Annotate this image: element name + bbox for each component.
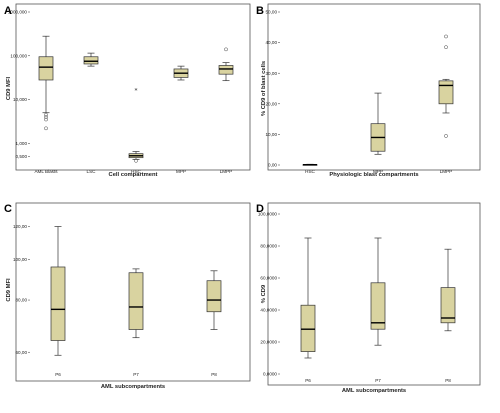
y-tick-label: 40,00 (266, 40, 278, 45)
outlier-point (44, 115, 48, 119)
y-tick-label: 50,00 (266, 10, 278, 15)
box-mpp: MPP (370, 92, 386, 174)
box-hsc: HSC (302, 163, 318, 174)
y-tick-label: 20,0000 (260, 340, 277, 345)
outlier-point (44, 126, 48, 131)
box-p7: P7 (128, 268, 144, 377)
panel-letter: C (4, 203, 12, 215)
box-aml-blasts: AML Blasts (34, 35, 58, 174)
y-tick-label: 120,00 (13, 224, 27, 229)
panel-c: C 120,00 100,00 80,00 60,00 CD9 MFI AML subcom… (4, 202, 251, 390)
x-tick-label: P8 (211, 372, 217, 377)
x-tick-label: LMPP (440, 169, 453, 174)
box-lmpp: LMPP (218, 47, 234, 174)
box-body (206, 280, 222, 313)
panel-letter: D (256, 203, 264, 215)
outlier-point (44, 117, 48, 122)
y-tick-label: 40,0000 (260, 308, 277, 313)
y-axis-label: % CD9 of blast cells (261, 61, 267, 116)
y-tick-label: 0,00 (268, 163, 277, 168)
box-lmpp: LMPP (438, 34, 454, 174)
box-body (370, 282, 386, 330)
outlier-point (444, 134, 448, 138)
y-tick-label: 1000,000 (8, 10, 28, 15)
box-p6: P6 (50, 226, 66, 377)
x-tick-label: P6 (305, 378, 311, 383)
x-tick-label: MPP (373, 169, 383, 174)
x-axis-label: Cell compartment (109, 172, 158, 178)
x-tick-label: HSC (305, 169, 315, 174)
x-tick-label: P7 (375, 378, 381, 383)
y-tick-label: 10,000 (13, 97, 27, 102)
plot-frame (15, 3, 251, 171)
y-tick-label: 100,000 (10, 53, 27, 58)
y-tick-label: 100,0000 (258, 212, 278, 217)
box-p8: P8 (440, 248, 456, 383)
x-tick-label: HSC (131, 169, 141, 174)
box-p7: P7 (370, 237, 386, 383)
box-body (128, 272, 144, 330)
box-body (50, 266, 66, 341)
outlier-point (134, 158, 138, 163)
x-tick-label: P8 (445, 378, 451, 383)
box-p6: P6 (300, 237, 316, 383)
y-tick-label: 80,00 (16, 298, 28, 303)
y-tick-label: 1,000 (16, 141, 28, 146)
y-tick-label: 60,0000 (260, 276, 277, 281)
box-lsc: LSC (83, 52, 99, 174)
outlier-point (44, 112, 48, 117)
panel-letter: B (256, 5, 264, 17)
box-hsc: * HSC (128, 88, 144, 174)
box-body (300, 304, 316, 352)
y-axis-label: CD9 MFI (6, 278, 12, 302)
x-axis-label: AML subcompartments (101, 384, 165, 390)
panel-d: D 0,0000 20,0000 40,0000 60,0000 80,0000 100,0… (256, 202, 481, 394)
extreme-outlier-point: * (135, 88, 138, 95)
y-tick-label: 30,00 (266, 71, 278, 76)
y-tick-label: 0,0000 (263, 372, 277, 377)
box-mpp: MPP (173, 65, 189, 174)
box-body (438, 80, 454, 105)
x-tick-label: LSC (87, 169, 97, 174)
y-axis-label: % CD9 (261, 284, 267, 303)
box-body (38, 56, 54, 81)
box-body (440, 287, 456, 324)
x-tick-label: P7 (133, 372, 139, 377)
panel-letter: A (4, 5, 12, 17)
outlier-point (444, 34, 448, 39)
y-tick-label: 20,00 (266, 101, 278, 106)
y-tick-label: 10,00 (266, 132, 278, 137)
x-axis-label: Physiologic blast compartments (329, 172, 418, 178)
box-p8: P8 (206, 270, 222, 377)
x-axis-label: AML subcompartments (342, 388, 406, 394)
x-tick-label: AML Blasts (34, 169, 58, 174)
x-tick-label: LMPP (220, 169, 233, 174)
y-tick-label: 80,0000 (260, 244, 277, 249)
y-tick-label: 100,00 (13, 257, 27, 262)
y-axis-label: CD9 MFI (6, 77, 12, 101)
box-body (83, 56, 99, 65)
x-tick-label: P6 (55, 372, 61, 377)
box-body (218, 65, 234, 75)
y-tick-label: 60,00 (16, 350, 28, 355)
outlier-point (224, 47, 228, 52)
outlier-point (444, 45, 448, 50)
y-tick-label: 0,500 (16, 154, 28, 159)
panel-b: B 0,00 10,00 20,00 30,00 40,00 50,00 % CD9 of b… (256, 3, 481, 178)
x-tick-label: MPP (176, 169, 186, 174)
